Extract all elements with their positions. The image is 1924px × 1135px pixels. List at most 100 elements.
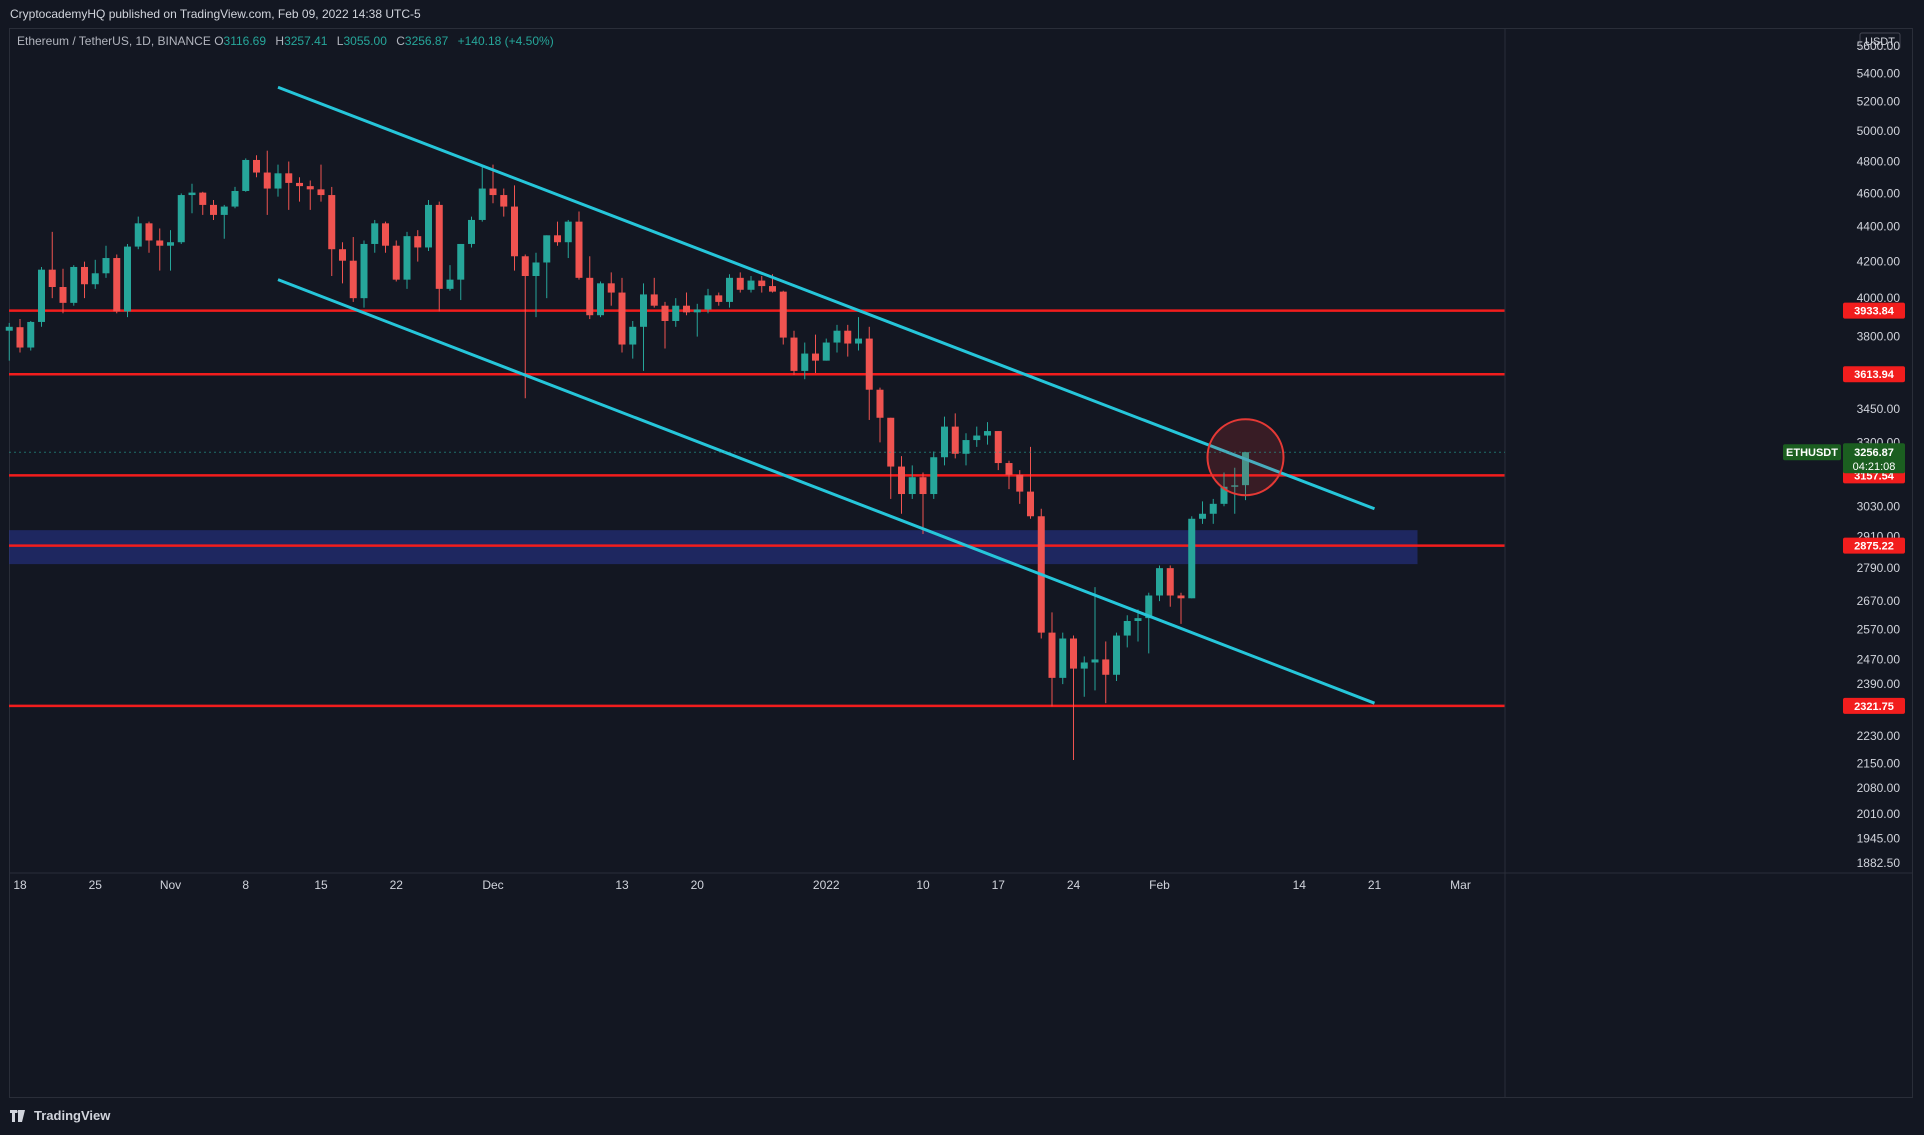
candle (898, 456, 905, 514)
candle-body (382, 223, 389, 246)
candle-body (1134, 618, 1142, 622)
time-tick-label: 25 (89, 878, 103, 892)
candle (984, 422, 991, 445)
candle-body (736, 277, 744, 290)
channel-upper-line (277, 85, 1376, 511)
candle (500, 188, 508, 217)
close-label: C (396, 34, 405, 48)
candle-body (156, 240, 164, 246)
candle-body (726, 277, 733, 302)
candle (328, 186, 336, 277)
level-tag-box (1843, 366, 1905, 383)
tradingview-logo[interactable]: TradingView (10, 1108, 110, 1123)
brand-name: TradingView (34, 1108, 111, 1123)
symbol-legend: Ethereum / TetherUS, 1D, BINANCE O3116.6… (17, 34, 560, 48)
candle (1209, 498, 1217, 524)
level-tag-label: 3933.84 (1854, 306, 1895, 318)
open-value: 3116.69 (223, 34, 267, 48)
horizontal-levels-layer (9, 309, 1505, 708)
candle-body (285, 173, 293, 183)
time-tick-label: 14 (1293, 878, 1307, 892)
time-tick-label: 15 (314, 878, 328, 892)
low-value: 3055.00 (343, 34, 387, 48)
candle (242, 158, 250, 192)
candle-body (489, 188, 497, 196)
candle (16, 319, 24, 353)
candle (457, 243, 465, 301)
time-tick-label: 13 (615, 878, 629, 892)
price-tick-label: 1882.50 (1857, 856, 1901, 870)
candle-body (607, 283, 615, 293)
candle (156, 228, 164, 271)
candle (790, 330, 798, 376)
candle-body (962, 440, 970, 454)
price-tick-label: 4000.00 (1857, 291, 1901, 305)
channel-lower-line (277, 278, 1376, 705)
price-tick-label: 2670.00 (1857, 594, 1901, 608)
candle (607, 272, 615, 306)
candle-body (59, 287, 67, 303)
open-label: O (214, 34, 224, 48)
candle-body (629, 326, 637, 345)
price-tag-label: 3256.87 (1854, 447, 1894, 459)
high-label: H (275, 34, 285, 48)
candle (124, 243, 131, 318)
candle-body (683, 305, 690, 313)
candle-body (543, 235, 551, 263)
time-tick-label: Dec (482, 878, 503, 892)
candle (446, 265, 454, 291)
candle-body (27, 321, 35, 348)
level-tag-label: 3613.94 (1854, 369, 1895, 381)
candle-body (855, 338, 862, 344)
time-tick-label: 18 (13, 878, 27, 892)
price-tick-label: 5000.00 (1857, 124, 1901, 138)
candle (263, 150, 271, 215)
candle (134, 216, 142, 250)
candle-body (328, 195, 336, 250)
level-price-tag: 3933.84 (1843, 302, 1905, 319)
candle-body (177, 195, 185, 243)
candle-body (1048, 632, 1056, 678)
change-value: +140.18 (+4.50%) (457, 34, 554, 48)
candle-body (134, 223, 142, 247)
candle-body (16, 327, 24, 348)
candle (1166, 565, 1174, 607)
footer: TradingView (0, 1098, 1924, 1135)
price-tick-label: 2570.00 (1857, 623, 1901, 637)
candle (1134, 609, 1142, 642)
demand-zone (9, 530, 1418, 565)
candle-body (1113, 635, 1120, 675)
candle-body (360, 243, 368, 299)
price-tick-label: 4600.00 (1857, 186, 1901, 200)
candle-body (468, 219, 475, 244)
candle-body (145, 223, 153, 241)
candle (392, 240, 400, 282)
candle-body (984, 431, 991, 436)
candle-body (306, 186, 314, 190)
candle-body (941, 426, 948, 458)
candle (941, 416, 948, 466)
close-value: 3256.87 (404, 34, 449, 48)
price-tick-label: 5600.00 (1857, 39, 1901, 53)
level-tag-box (1843, 697, 1905, 714)
time-tick-label: 17 (992, 878, 1006, 892)
candle-body (640, 294, 647, 327)
symbol-name: Ethereum / TetherUS, 1D, BINANCE (17, 34, 211, 48)
candle (865, 326, 873, 420)
candle (274, 164, 282, 197)
candle (382, 221, 389, 253)
candle (543, 235, 551, 299)
price-tags-layer: 3933.84 3613.94 3157.54 2875.22 2321.75 ETHUS… (9, 302, 1905, 714)
candle-body (597, 283, 604, 316)
candle (629, 320, 637, 359)
candles-layer (5, 150, 1249, 760)
candle (532, 252, 540, 318)
candle (1102, 641, 1110, 704)
time-tick-label: 10 (916, 878, 930, 892)
candle-body (1177, 595, 1185, 599)
price-tick-label: 5400.00 (1857, 66, 1901, 80)
price-tick-label: 3450.00 (1857, 402, 1901, 416)
candle-body (618, 292, 626, 345)
candle-body (1199, 513, 1206, 519)
